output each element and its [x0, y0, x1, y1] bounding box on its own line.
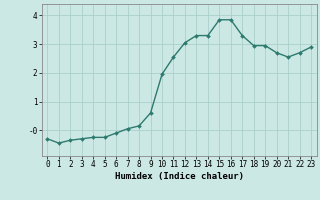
X-axis label: Humidex (Indice chaleur): Humidex (Indice chaleur): [115, 172, 244, 181]
